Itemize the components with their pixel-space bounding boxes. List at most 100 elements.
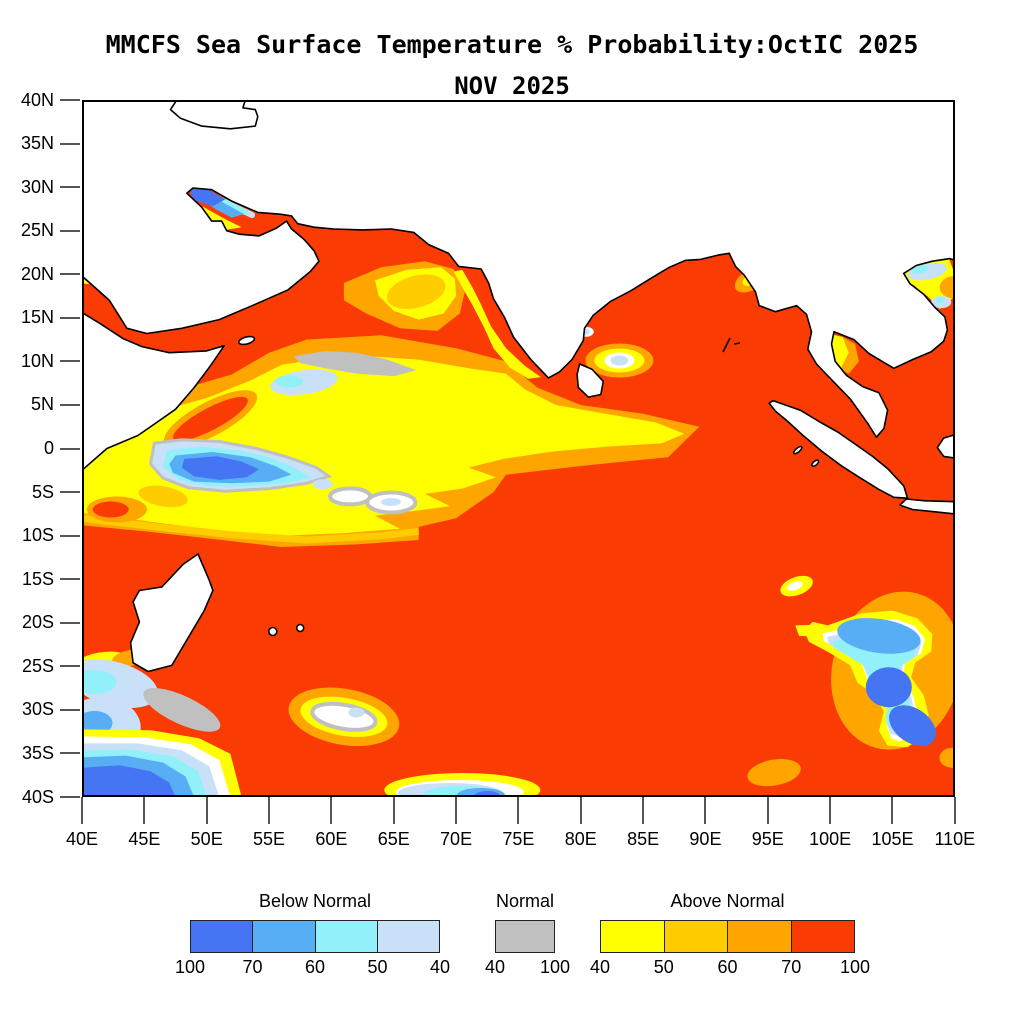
vietnam-cyan-2 <box>936 297 944 303</box>
lon-tick-mark <box>891 797 894 824</box>
west-blob-below-70-100 <box>181 456 260 480</box>
lat-tick-mark <box>60 796 80 798</box>
lat-tick-label: 40S <box>21 786 54 807</box>
lat-tick-mark <box>60 752 80 755</box>
lat-tick-mark <box>60 665 80 668</box>
gulf-thailand-orange <box>840 337 859 374</box>
lat-tick-mark <box>60 186 80 189</box>
lat-tick-label: 20S <box>21 612 54 633</box>
lat-tick-mark <box>60 403 80 406</box>
se-royal-core-2 <box>889 705 936 747</box>
reunion-island <box>268 626 278 637</box>
lat-tick-label: 35N <box>20 133 54 154</box>
lon-tick-label: 95E <box>751 829 784 849</box>
lon-tick-mark <box>642 797 645 824</box>
tonkin-cyan-1 <box>911 265 929 274</box>
lon-tick-label: 50E <box>190 829 223 849</box>
lat-tick-mark <box>60 316 80 319</box>
gold-patch <box>138 485 188 508</box>
lat-tick-mark <box>60 491 80 494</box>
lon-tick-label: 90E <box>689 829 722 849</box>
lon-tick-label: 45E <box>128 829 161 849</box>
lat-tick-label: 25N <box>20 220 54 241</box>
lat-tick-mark <box>60 447 80 450</box>
gold-transition-band <box>82 514 420 544</box>
legend-above-scale: 40 50 60 70 100 <box>589 957 871 977</box>
lat-tick-label: 40N <box>20 89 54 110</box>
lat-tick-mark <box>60 621 80 624</box>
socotra-island <box>238 335 256 346</box>
lon-tick-label: 40E <box>65 829 99 849</box>
lat-tick-label: 25S <box>21 655 54 676</box>
madagascar-island <box>129 553 214 673</box>
plot-frame <box>82 100 955 797</box>
lon-tick-label: 105E <box>871 829 914 849</box>
legend-below-scale: 100 70 60 50 40 <box>174 957 451 977</box>
lat-tick-mark <box>60 360 80 363</box>
chart-subtitle: NOV 2025 <box>454 72 570 100</box>
mentawai-islet <box>811 459 820 467</box>
lat-tick-label: 30S <box>21 699 54 720</box>
lon-tick-mark <box>829 797 832 824</box>
sw-sky-1 <box>82 710 113 735</box>
legend-normal-scale: 40 100 <box>484 957 571 977</box>
lon-tick-label: 75E <box>502 829 535 849</box>
lon-tick-label: 80E <box>564 829 597 849</box>
lat-tick-label: 5N <box>30 394 54 415</box>
sw-corner-royal-core <box>82 765 176 797</box>
legend-color-cell <box>315 921 378 952</box>
sumatra-island <box>768 399 909 499</box>
legend-color-cell <box>728 921 792 952</box>
white-gap-1 <box>328 486 373 507</box>
andaman-islands-mark <box>722 337 741 353</box>
lat-tick-label: 5S <box>31 481 54 502</box>
se-royal-core-1 <box>865 667 912 708</box>
normal-gray-arabian <box>294 351 417 377</box>
pale-dot <box>381 498 401 506</box>
lon-tick-mark <box>455 797 458 824</box>
sri-lanka-island <box>576 363 605 398</box>
lat-tick-label: 10S <box>21 525 54 546</box>
west-red-spot <box>92 501 129 518</box>
lon-tick-label: 100E <box>809 829 852 849</box>
latitude-axis: 40N 35N 30N 25N 20N 15N 10N 5N 0 5S <box>0 90 80 807</box>
lon-tick-mark <box>330 797 333 824</box>
lat-tick-mark <box>60 229 80 232</box>
se-sky-blob <box>837 618 921 654</box>
lat-tick-label: 35S <box>21 742 54 763</box>
lat-tick-mark <box>60 534 80 537</box>
sw-gray-streak <box>143 688 221 732</box>
lon-tick-mark <box>392 797 395 824</box>
chart-title: MMCFS Sea Surface Temperature % Probabil… <box>105 30 919 59</box>
legend-color-cell <box>377 921 439 952</box>
legend-color-cell <box>791 921 854 952</box>
somali-red-band <box>173 396 248 441</box>
map-svg <box>82 100 955 797</box>
lat-tick-label: 30N <box>20 176 54 197</box>
legend-below-bar <box>190 920 440 953</box>
nias-islet <box>792 445 803 455</box>
spot-97e-16s-white <box>787 581 803 591</box>
lon-tick-mark <box>81 797 83 824</box>
legend-color-cell <box>496 921 554 952</box>
legend-normal-bar <box>495 920 555 953</box>
lat-tick-label: 0 <box>43 438 54 458</box>
coromandel-pale-dot <box>581 328 590 335</box>
legend-above-title: Above Normal <box>670 891 785 911</box>
caspian-sea-outline <box>169 100 259 130</box>
lat-tick-mark <box>60 99 80 101</box>
lanka-spot-pale-core <box>610 355 629 366</box>
legend-color-cell <box>664 921 728 952</box>
legend-color-cell <box>253 921 316 952</box>
lat-tick-label: 20N <box>20 263 54 284</box>
lon-tick-mark <box>953 797 956 824</box>
sw-orange-spot <box>747 758 801 787</box>
lon-tick-mark <box>579 797 582 824</box>
lat-tick-mark <box>60 273 80 276</box>
lon-tick-mark <box>268 797 271 824</box>
lon-tick-mark <box>143 797 146 824</box>
lon-tick-mark <box>517 797 520 824</box>
map-plot <box>82 100 955 797</box>
legend-color-cell <box>191 921 254 952</box>
